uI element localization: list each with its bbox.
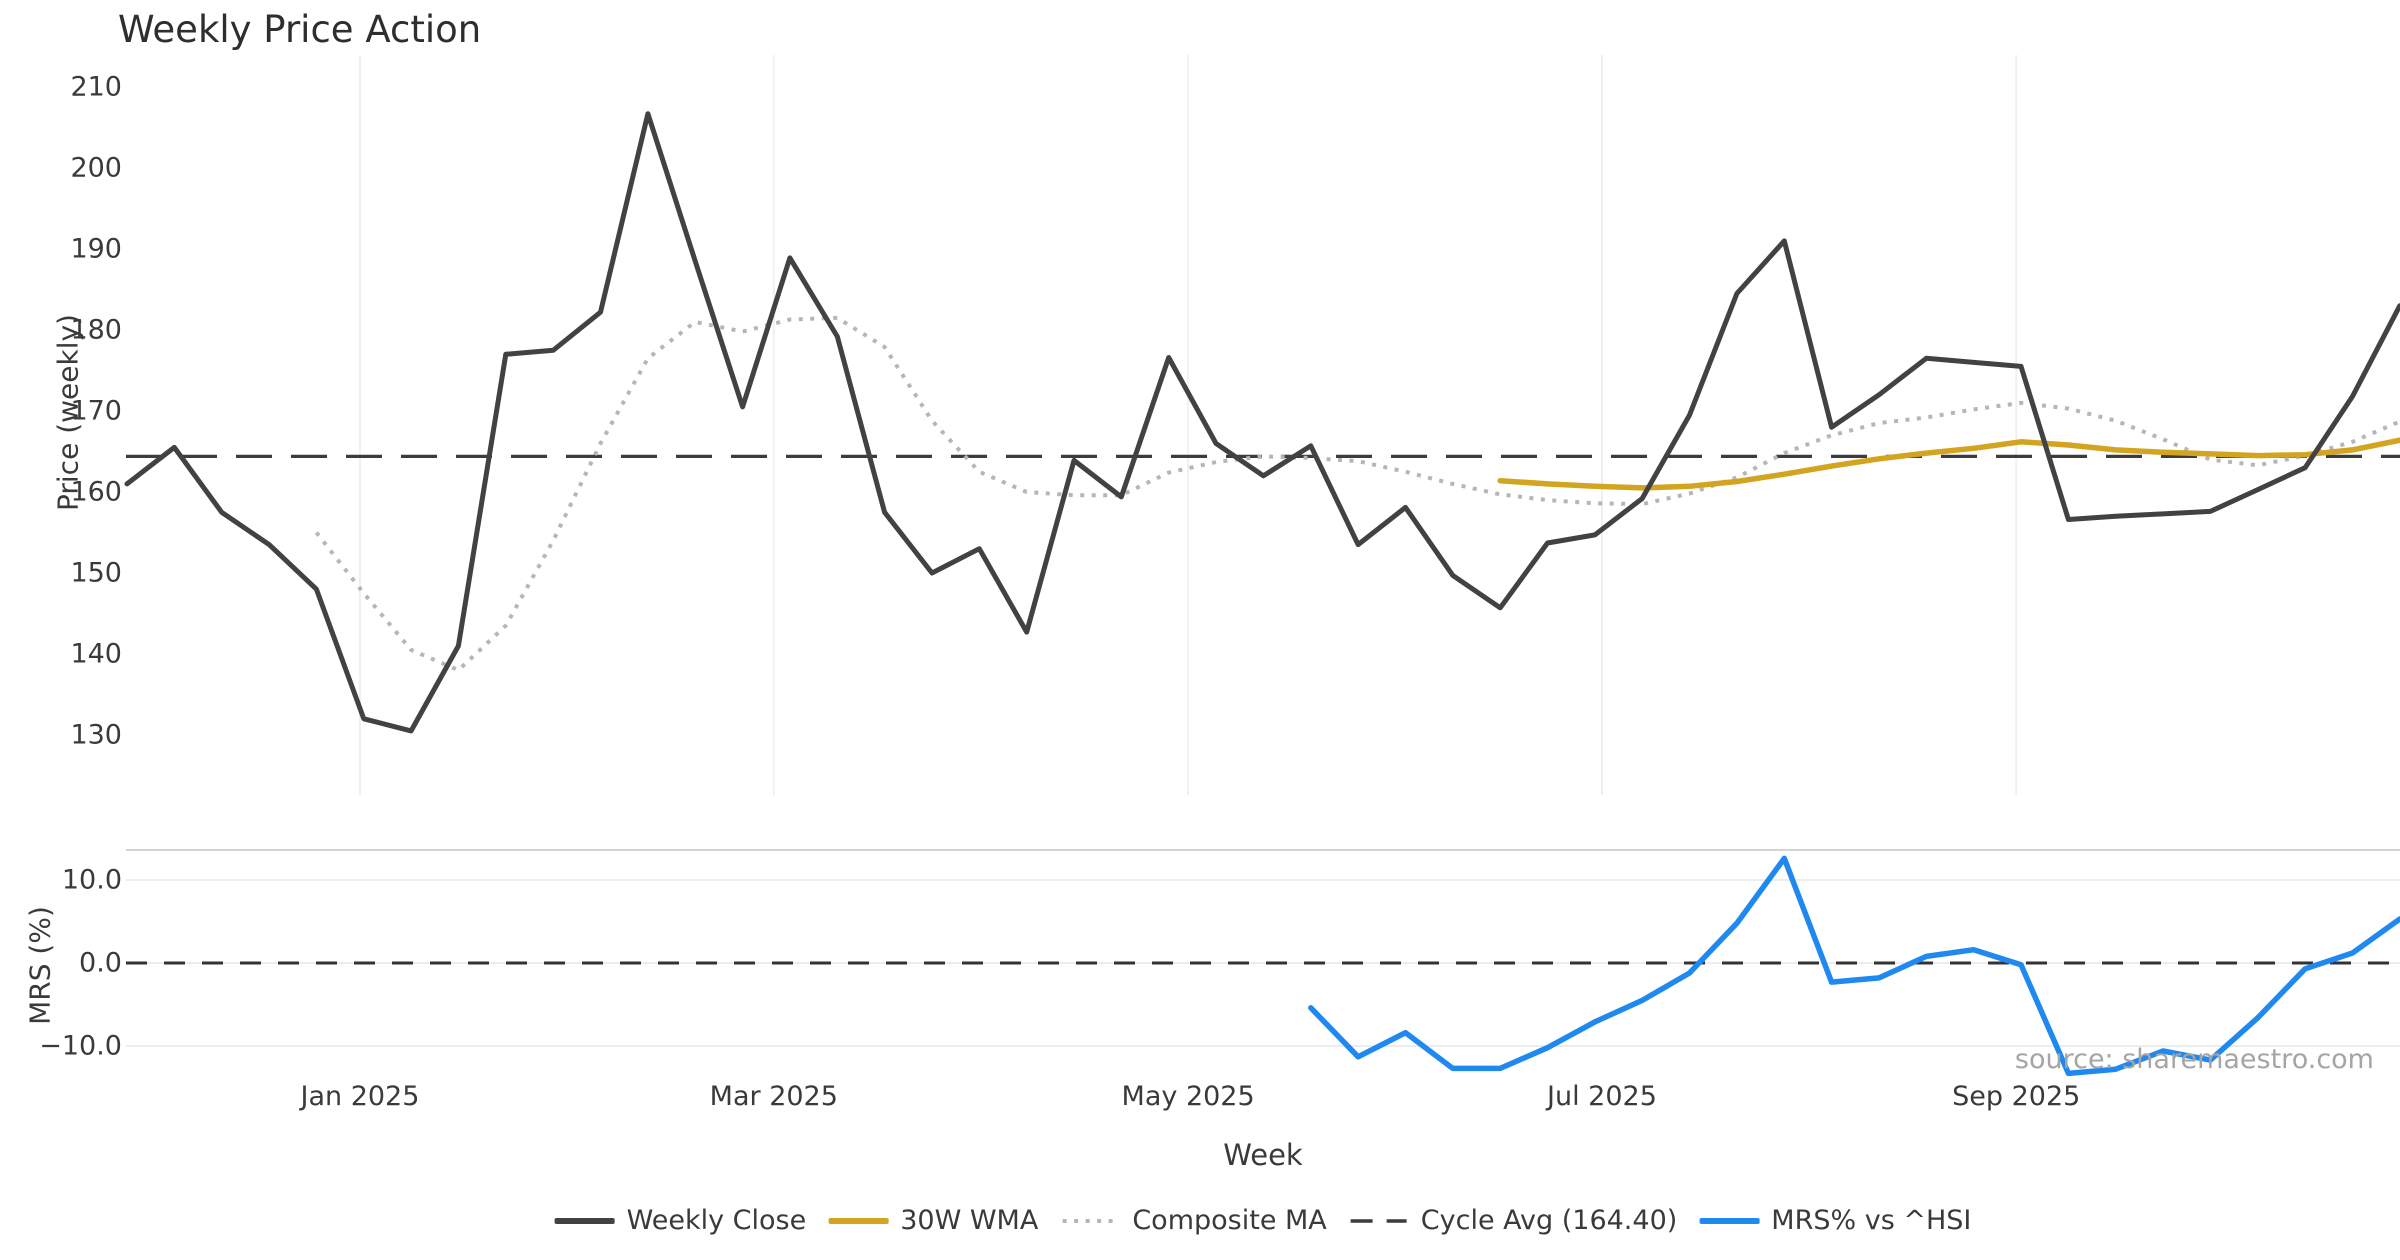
mrs-tick: 10.0 <box>61 864 122 896</box>
legend-item: Composite MA <box>1060 1205 1327 1236</box>
price-tick: 130 <box>70 719 122 751</box>
legend-label: Weekly Close <box>626 1205 807 1236</box>
mrs-tick: −10.0 <box>39 1030 122 1062</box>
legend-label: Cycle Avg (164.40) <box>1420 1205 1678 1236</box>
price-tick: 150 <box>70 557 122 589</box>
weekly-close-line <box>124 111 2400 734</box>
legend-item: Cycle Avg (164.40) <box>1349 1205 1678 1236</box>
month-gridlines <box>358 55 2018 795</box>
price-tick: 190 <box>70 233 122 265</box>
source-watermark: source: sharemaestro.com <box>2014 1044 2374 1075</box>
legend-item: MRS% vs ^HSI <box>1699 1205 1971 1236</box>
price-tick: 140 <box>70 638 122 670</box>
mrs-panel-gridlines <box>126 849 2400 1047</box>
x-tick: Sep 2025 <box>1952 1081 2081 1112</box>
legend-swatch-line <box>1350 1218 1407 1223</box>
legend: Weekly Close 30W WMA Composite MA Cycle … <box>554 1205 1971 1236</box>
legend-swatch-line <box>828 1217 889 1224</box>
price-tick: 160 <box>70 476 122 508</box>
x-tick: Jul 2025 <box>1547 1081 1657 1112</box>
price-tick: 200 <box>70 152 122 184</box>
price-tick: 180 <box>70 314 122 346</box>
legend-label: MRS% vs ^HSI <box>1771 1205 1972 1236</box>
legend-item: 30W WMA <box>828 1205 1038 1236</box>
legend-swatch-line <box>554 1217 615 1224</box>
price-tick: 170 <box>70 395 122 427</box>
mrs-vs-hsi-line <box>1308 855 2400 1077</box>
legend-label: 30W WMA <box>900 1205 1039 1236</box>
legend-label: Composite MA <box>1132 1205 1327 1236</box>
x-tick: Jan 2025 <box>300 1081 420 1112</box>
composite-ma-line <box>314 315 2400 673</box>
chart-title: Weekly Price Action <box>118 8 482 51</box>
legend-swatch-line <box>1699 1217 1760 1224</box>
x-tick: May 2025 <box>1121 1081 1255 1112</box>
mrs-tick: 0.0 <box>79 947 122 979</box>
x-tick: Mar 2025 <box>709 1081 838 1112</box>
x-axis-label: Week <box>1223 1138 1303 1172</box>
legend-item: Weekly Close <box>554 1205 807 1236</box>
legend-swatch-line <box>1062 1218 1119 1223</box>
price-tick: 210 <box>70 71 122 103</box>
